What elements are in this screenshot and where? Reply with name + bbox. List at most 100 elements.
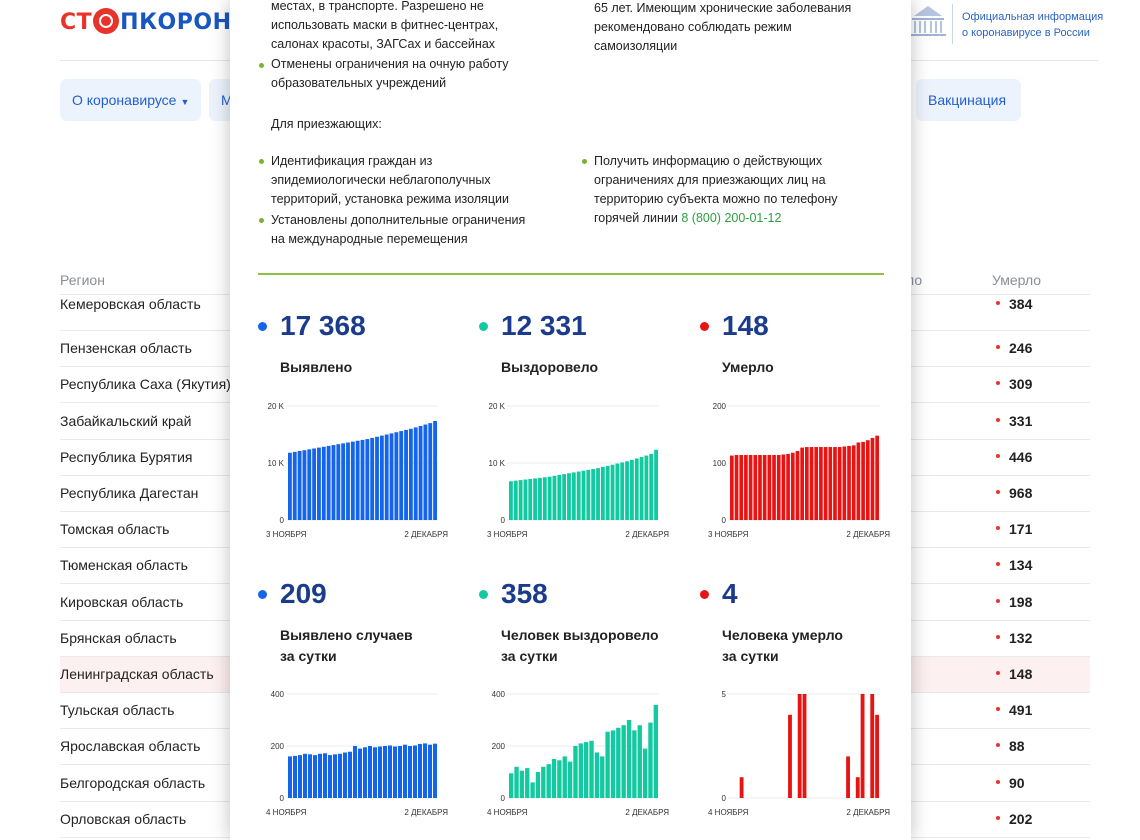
chart-bar[interactable] bbox=[384, 434, 389, 521]
chart-bar[interactable] bbox=[788, 714, 792, 798]
chart-bar[interactable] bbox=[408, 428, 413, 520]
chart-bar[interactable] bbox=[408, 746, 412, 798]
chart-bar[interactable] bbox=[865, 440, 870, 520]
chart-bar[interactable] bbox=[433, 743, 437, 798]
chart-bar[interactable] bbox=[312, 448, 317, 520]
chart-bar[interactable] bbox=[388, 745, 392, 798]
chart-bar[interactable] bbox=[413, 427, 418, 521]
chart-bar[interactable] bbox=[648, 722, 653, 798]
chart-bar[interactable] bbox=[326, 445, 331, 520]
chart-bar[interactable] bbox=[772, 455, 776, 520]
chart-bar[interactable] bbox=[875, 435, 879, 520]
chart-bar[interactable] bbox=[389, 433, 394, 520]
chart-bar[interactable] bbox=[318, 753, 322, 798]
chart-bar[interactable] bbox=[541, 766, 546, 798]
chart-bar[interactable] bbox=[358, 748, 362, 798]
chart-bar[interactable] bbox=[323, 753, 327, 798]
chart-bar[interactable] bbox=[567, 473, 571, 520]
chart-bar[interactable] bbox=[308, 754, 312, 798]
chart-bar[interactable] bbox=[355, 440, 360, 520]
chart-bar[interactable] bbox=[748, 455, 753, 520]
chart-bar[interactable] bbox=[533, 478, 538, 520]
chart-bar[interactable] bbox=[423, 424, 428, 520]
chart-bar[interactable] bbox=[433, 421, 437, 520]
chart-bar[interactable] bbox=[837, 447, 842, 520]
chart-bar[interactable] bbox=[594, 752, 600, 799]
chart-bar[interactable] bbox=[654, 449, 658, 520]
chart-bar[interactable] bbox=[605, 465, 610, 520]
chart-bar[interactable] bbox=[551, 759, 557, 798]
chart-bar[interactable] bbox=[790, 452, 795, 520]
chart-bar[interactable] bbox=[776, 455, 781, 520]
chart-bar[interactable] bbox=[313, 755, 317, 798]
chart-bar[interactable] bbox=[567, 761, 573, 798]
chart-bar[interactable] bbox=[393, 746, 397, 798]
chart-bar[interactable] bbox=[302, 450, 307, 520]
chart-bar[interactable] bbox=[336, 444, 341, 520]
chart-bar[interactable] bbox=[762, 455, 767, 520]
chart-bar[interactable] bbox=[637, 725, 642, 798]
chart-bar[interactable] bbox=[758, 455, 762, 520]
chart-bar[interactable] bbox=[346, 442, 350, 520]
chart-bar[interactable] bbox=[584, 742, 589, 798]
chart-bar[interactable] bbox=[528, 478, 533, 520]
chart-bar[interactable] bbox=[375, 436, 379, 520]
chart-bar[interactable] bbox=[576, 471, 581, 520]
chart-bar[interactable] bbox=[378, 746, 382, 798]
chart-bar[interactable] bbox=[525, 768, 530, 798]
chart-bar[interactable] bbox=[642, 748, 648, 798]
chart-bar[interactable] bbox=[428, 423, 433, 520]
chart-bar[interactable] bbox=[403, 744, 407, 798]
chart-bar[interactable] bbox=[626, 720, 632, 798]
chart-bar[interactable] bbox=[418, 425, 423, 520]
chart-bar[interactable] bbox=[363, 747, 367, 798]
chart-bar[interactable] bbox=[423, 743, 427, 798]
chart-bar[interactable] bbox=[546, 764, 551, 798]
chart-bar[interactable] bbox=[786, 453, 790, 520]
chart-bar[interactable] bbox=[509, 481, 513, 520]
column-header-died[interactable]: Умерло bbox=[992, 272, 1042, 288]
chart-bar[interactable] bbox=[653, 704, 658, 798]
chart-bar[interactable] bbox=[856, 442, 861, 520]
chart-bar[interactable] bbox=[373, 747, 377, 798]
chart-bar[interactable] bbox=[562, 474, 567, 520]
chart-bar[interactable] bbox=[842, 446, 847, 520]
chart-bar[interactable] bbox=[596, 468, 600, 520]
chart-bar[interactable] bbox=[317, 447, 321, 520]
chart-bar[interactable] bbox=[513, 480, 518, 520]
chart-bar[interactable] bbox=[744, 455, 748, 520]
chart-bar[interactable] bbox=[557, 474, 562, 520]
chart-bar[interactable] bbox=[615, 463, 620, 520]
chart-bar[interactable] bbox=[833, 447, 837, 520]
chart-bar[interactable] bbox=[562, 756, 567, 798]
chart-bar[interactable] bbox=[828, 447, 833, 520]
chart-bar[interactable] bbox=[870, 694, 875, 798]
chart-bar[interactable] bbox=[819, 447, 823, 520]
chart-bar[interactable] bbox=[298, 755, 302, 798]
chart-bar[interactable] bbox=[800, 447, 804, 520]
chart-bar[interactable] bbox=[413, 745, 417, 798]
chart-bar[interactable] bbox=[509, 773, 514, 798]
chart-bar[interactable] bbox=[341, 443, 346, 520]
chart-bar[interactable] bbox=[514, 766, 519, 798]
chart-bar[interactable] bbox=[353, 746, 357, 798]
chart-bar[interactable] bbox=[307, 449, 312, 520]
chart-bar[interactable] bbox=[370, 437, 375, 520]
chart-bar[interactable] bbox=[739, 777, 744, 798]
chart-bar[interactable] bbox=[292, 451, 297, 520]
chart-bar[interactable] bbox=[350, 441, 355, 521]
chart-bar[interactable] bbox=[753, 455, 758, 520]
chart-bar[interactable] bbox=[875, 714, 879, 798]
chart-bar[interactable] bbox=[734, 455, 739, 520]
chart-bar[interactable] bbox=[333, 754, 337, 798]
chart-bar[interactable] bbox=[814, 447, 819, 520]
chart-bar[interactable] bbox=[870, 437, 875, 520]
chart-bar[interactable] bbox=[625, 461, 629, 520]
chart-bar[interactable] bbox=[578, 743, 583, 798]
chart-bar[interactable] bbox=[348, 751, 352, 798]
chart-bar[interactable] bbox=[571, 472, 576, 520]
chart-bar[interactable] bbox=[288, 452, 292, 520]
chart-bar[interactable] bbox=[634, 458, 639, 520]
chart-bar[interactable] bbox=[610, 730, 616, 798]
chart-bar[interactable] bbox=[418, 743, 422, 798]
